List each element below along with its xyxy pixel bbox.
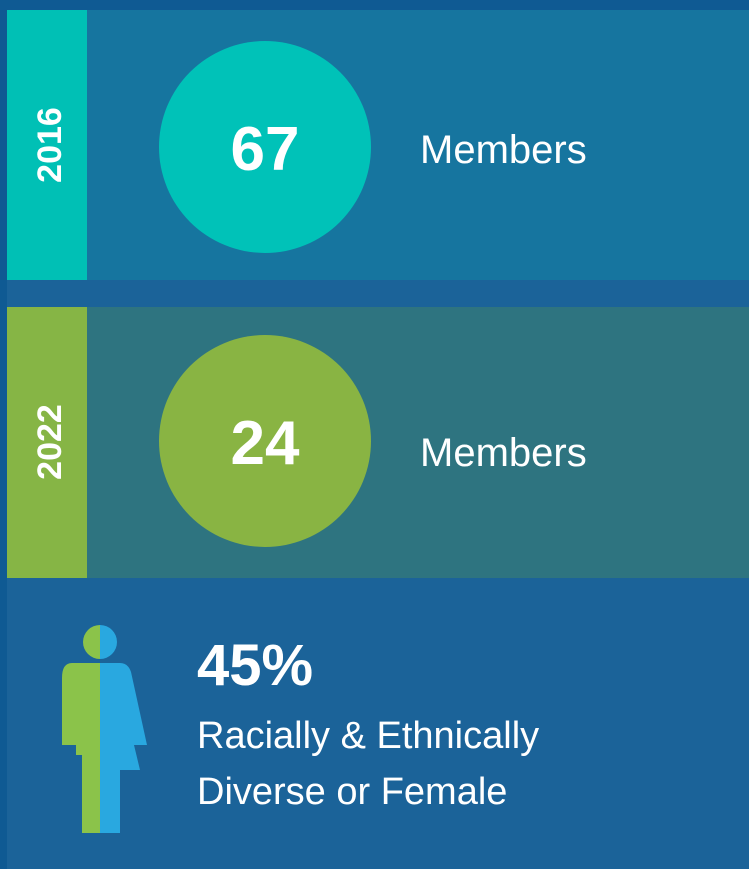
label: Members xyxy=(420,128,587,172)
stat-value: 45% xyxy=(197,633,313,698)
year: 2022 xyxy=(31,404,69,480)
member-count: 24 xyxy=(231,409,300,478)
member-count: 67 xyxy=(231,115,300,184)
circle xyxy=(159,335,371,547)
panel xyxy=(7,307,749,578)
label: Members xyxy=(420,431,587,475)
person-icon xyxy=(62,625,147,833)
divider xyxy=(7,280,749,307)
stat-text: Diverse or Female xyxy=(197,771,507,813)
circle xyxy=(159,41,371,253)
year: 2016 xyxy=(31,107,69,183)
panel xyxy=(7,10,749,280)
year-strip xyxy=(7,307,87,578)
year-strip xyxy=(7,10,87,280)
stat-text: Racially & Ethnically xyxy=(197,715,539,757)
